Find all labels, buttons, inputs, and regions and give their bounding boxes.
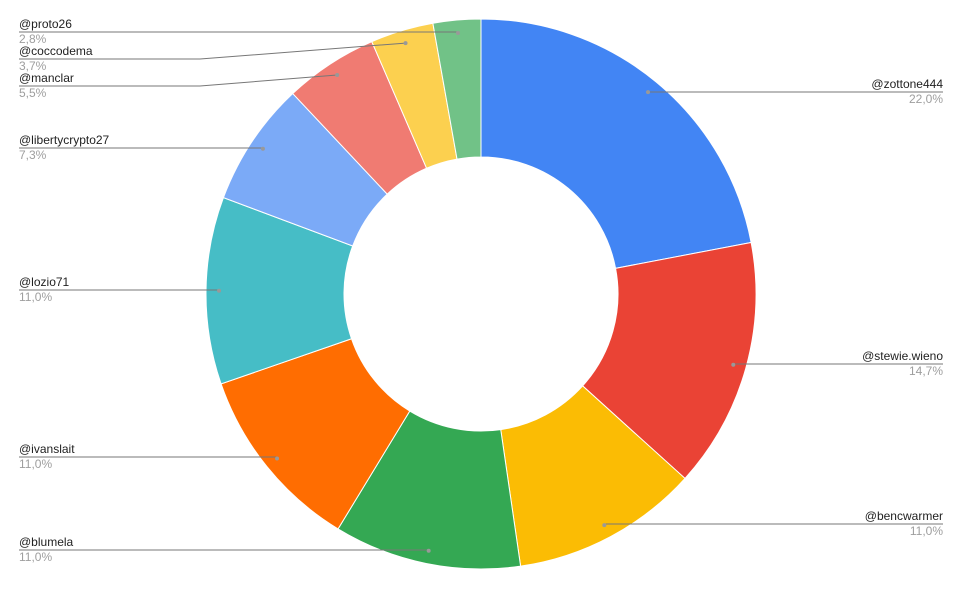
slice-label: @stewie.wieno [862,349,943,363]
slice-label: @blumela [19,535,74,549]
leader-dot [646,90,651,95]
leader-dot [602,523,607,528]
slice-value: 22,0% [909,92,943,106]
leader-dot [426,548,431,553]
slice-value: 11,0% [19,550,52,564]
leader-line [603,523,943,526]
leader-line [19,147,264,149]
slice [581,241,757,480]
slice-value: 14,7% [909,364,943,378]
slice-value: 3,7% [19,59,47,73]
slice-label: @zottone444 [871,77,943,91]
slice-label: @proto26 [19,17,72,31]
leader-dot [217,288,222,293]
slice-label: @ivanslait [19,442,75,456]
slice-value: 11,0% [910,524,943,538]
leader-dot [731,362,736,367]
slice [432,18,482,160]
leader-line [19,42,406,60]
leader-line [19,549,430,551]
leader-line [19,456,278,459]
slice-label: @bencwarmer [865,509,943,523]
slice-value: 2,8% [19,32,47,46]
slice [480,18,752,269]
slice-value: 5,5% [19,86,47,100]
leader-line [19,31,459,34]
slice-label: @manclar [19,71,74,85]
leader-dot [260,146,265,151]
leader-dot [335,73,340,78]
slice-label: @coccodema [19,44,93,58]
slice-value: 11,0% [19,457,52,471]
slice-label: @lozio71 [19,275,70,289]
slice-value: 11,0% [19,290,52,304]
leader-dot [455,31,460,36]
slice-value: 7,3% [19,148,47,162]
leader-line [19,74,338,87]
slice-label: @libertycrypto27 [19,133,110,147]
leader-dot [403,41,408,46]
leader-dot [275,456,280,461]
